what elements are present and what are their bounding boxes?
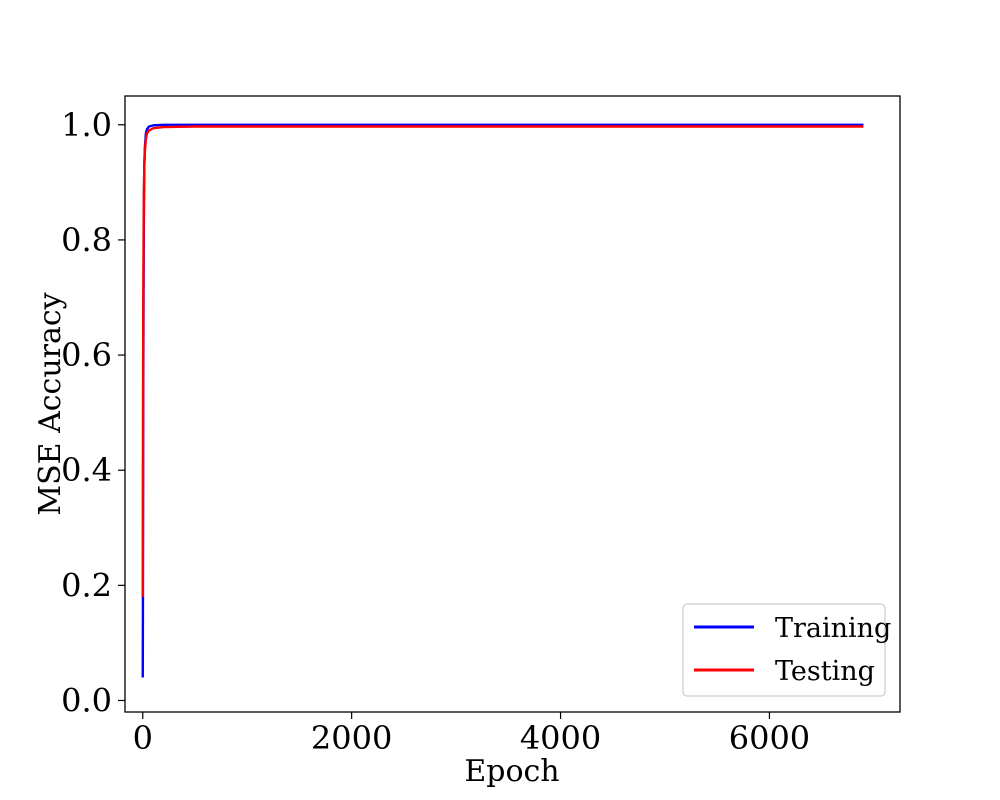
plot-frame [124,95,901,713]
x-axis-title: Epoch [464,754,559,789]
series-layer [141,123,864,678]
y-tick-label: 0.8 [61,221,112,259]
legend: Training Testing [682,603,891,697]
y-tick-label: 0.4 [61,451,112,489]
x-tick-label: 0 [133,719,153,757]
y-axis: 0.0 0.2 0.4 0.6 0.8 1.0 [61,106,125,719]
legend-label-training: Training [775,613,891,644]
series-line-training [141,123,864,678]
x-axis: 0 2000 4000 6000 [133,712,810,757]
y-tick-label: 0.6 [61,336,112,374]
y-tick-label: 0.2 [61,566,112,604]
y-tick-label: 0.0 [61,681,112,719]
y-tick-label: 1.0 [61,106,112,144]
x-tick-label: 2000 [311,719,392,757]
y-axis-title: MSE Accuracy [33,292,68,515]
series-line-testing [141,125,864,597]
x-tick-label: 6000 [729,719,810,757]
legend-label-testing: Testing [775,656,875,687]
x-tick-label: 4000 [520,719,601,757]
